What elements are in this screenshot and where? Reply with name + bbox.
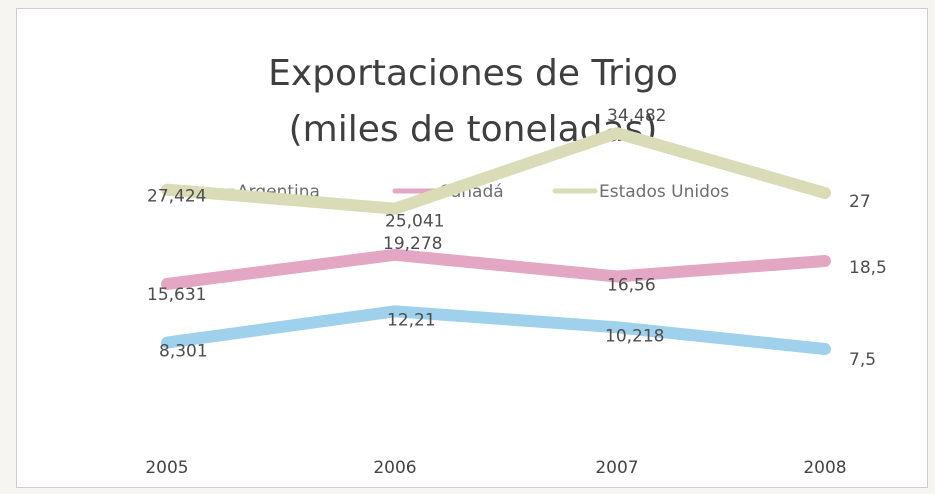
- x-tick-labels: 2005 2006 2007 2008: [145, 458, 846, 478]
- chart-svg: Exportaciones de Trigo (miles de tonelad…: [145, 53, 887, 478]
- series-line-estados-unidos: [161, 127, 831, 215]
- data-label-argentina-2006: 12,21: [387, 310, 436, 330]
- data-label-estados-unidos-2005: 27,424: [147, 187, 206, 207]
- x-tick-label-2005: 2005: [145, 458, 188, 478]
- data-label-argentina-2008: 7,5: [849, 350, 876, 370]
- data-label-canada-2006: 19,278: [383, 234, 442, 254]
- series-line-canada: [161, 248, 831, 290]
- chart-frame: Exportaciones de Trigo (miles de tonelad…: [16, 8, 928, 488]
- data-label-estados-unidos-2007: 34,482: [607, 106, 666, 126]
- data-label-estados-unidos-2006: 25,041: [385, 212, 444, 232]
- chart-title-line-1: Exportaciones de Trigo: [268, 53, 678, 94]
- legend-label-estados-unidos: Estados Unidos: [599, 182, 729, 202]
- x-tick-label-2006: 2006: [373, 458, 416, 478]
- data-label-argentina-2007: 10,218: [605, 326, 664, 346]
- data-label-canada-2007: 16,56: [607, 276, 656, 296]
- legend-item-estados-unidos: Estados Unidos: [552, 182, 729, 202]
- data-label-canada-2005: 15,631: [147, 285, 206, 305]
- x-tick-label-2008: 2008: [803, 458, 846, 478]
- series-lines: [161, 127, 831, 355]
- data-label-estados-unidos-2008: 27: [849, 192, 871, 212]
- data-label-canada-2008: 18,5: [849, 258, 887, 278]
- x-tick-label-2007: 2007: [595, 458, 638, 478]
- series-line-argentina: [161, 305, 831, 355]
- data-labels: 8,301 12,21 10,218 7,5 15,631 19,278 16,56 18,5…: [147, 106, 887, 370]
- data-label-argentina-2005: 8,301: [159, 342, 208, 362]
